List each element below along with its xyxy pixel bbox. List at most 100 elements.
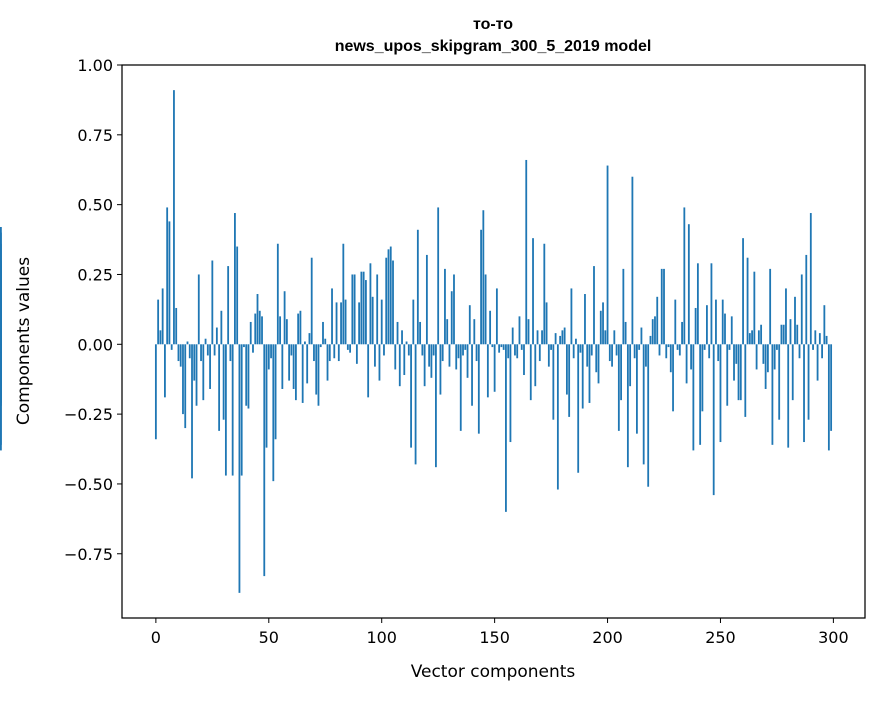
bar [326,344,329,381]
bar [757,330,760,345]
bar [322,321,324,345]
bar [367,344,370,398]
bar [701,344,704,412]
bar [202,344,205,401]
y-axis-ticks: −0.75 −0.50 −0.25 0.00 0.25 0.50 0.75 1.00 [64,56,122,564]
bar [285,319,288,345]
bar [626,344,629,468]
bar [785,288,787,345]
bar [685,344,688,384]
bar [525,159,528,345]
y-tick-label: 1.00 [77,56,113,75]
bar [410,344,412,448]
bar [204,338,207,345]
bar [773,344,776,370]
bar [766,344,769,373]
bar [715,299,717,345]
bar [464,344,467,350]
bar [654,316,656,345]
bar [161,288,164,345]
x-tick-label: 150 [479,628,510,647]
bar [276,243,279,345]
bar [611,344,613,367]
bar [448,344,451,367]
bar [620,344,622,401]
y-tick-label: 0.00 [77,335,113,354]
bar [301,344,304,403]
bar [315,344,318,395]
bar [568,344,571,417]
bar [401,330,403,345]
bar [462,344,464,356]
bar [188,344,191,359]
bar [753,271,756,345]
bars-group [0,90,833,593]
bar [405,341,408,345]
bar [536,330,539,345]
bar [378,344,381,381]
bar [441,344,444,362]
bar [473,319,476,345]
bar [407,344,410,356]
bar [692,344,695,451]
bar [299,310,302,345]
bar [559,335,562,345]
bar [712,344,715,496]
bar [505,344,507,512]
x-tick-label: 200 [592,628,623,647]
bar [154,344,157,440]
bar [803,344,805,443]
bar [175,307,178,345]
bar [324,338,327,345]
bar [805,254,808,345]
bar [622,268,625,345]
bar [430,344,433,378]
bar [739,344,742,401]
bar [495,288,498,345]
bar [631,176,634,345]
bar [446,319,449,345]
bar [816,344,819,381]
bar [457,344,460,359]
bar [694,307,697,345]
bar [737,344,740,401]
bar [552,344,555,420]
bar [310,257,313,345]
bar [468,305,471,345]
bar [387,249,390,345]
bar [742,238,744,345]
bar [234,213,236,345]
bar [507,344,510,359]
bar [516,344,519,359]
bar [238,344,241,593]
bar [491,344,494,348]
bar [272,344,275,482]
bar [0,344,2,353]
bar [0,344,2,451]
bar [565,344,568,395]
bar [193,344,196,381]
bar [538,344,541,362]
bar [595,344,598,373]
y-axis-label: Components values [14,257,34,425]
bar [577,344,580,473]
bar [229,344,232,362]
bar [796,324,799,345]
bar [157,299,160,345]
bar [385,257,388,345]
bar [830,344,833,431]
bar [590,344,593,356]
bar [683,207,686,345]
bar [529,344,532,401]
bar [484,274,487,345]
bar [642,344,645,465]
bar [261,316,263,345]
bar [292,344,295,389]
bar [362,271,365,345]
bar [669,344,672,373]
bar [800,274,803,345]
bar [708,344,711,359]
bar [651,319,654,345]
bar [340,302,342,345]
bar [245,344,248,406]
